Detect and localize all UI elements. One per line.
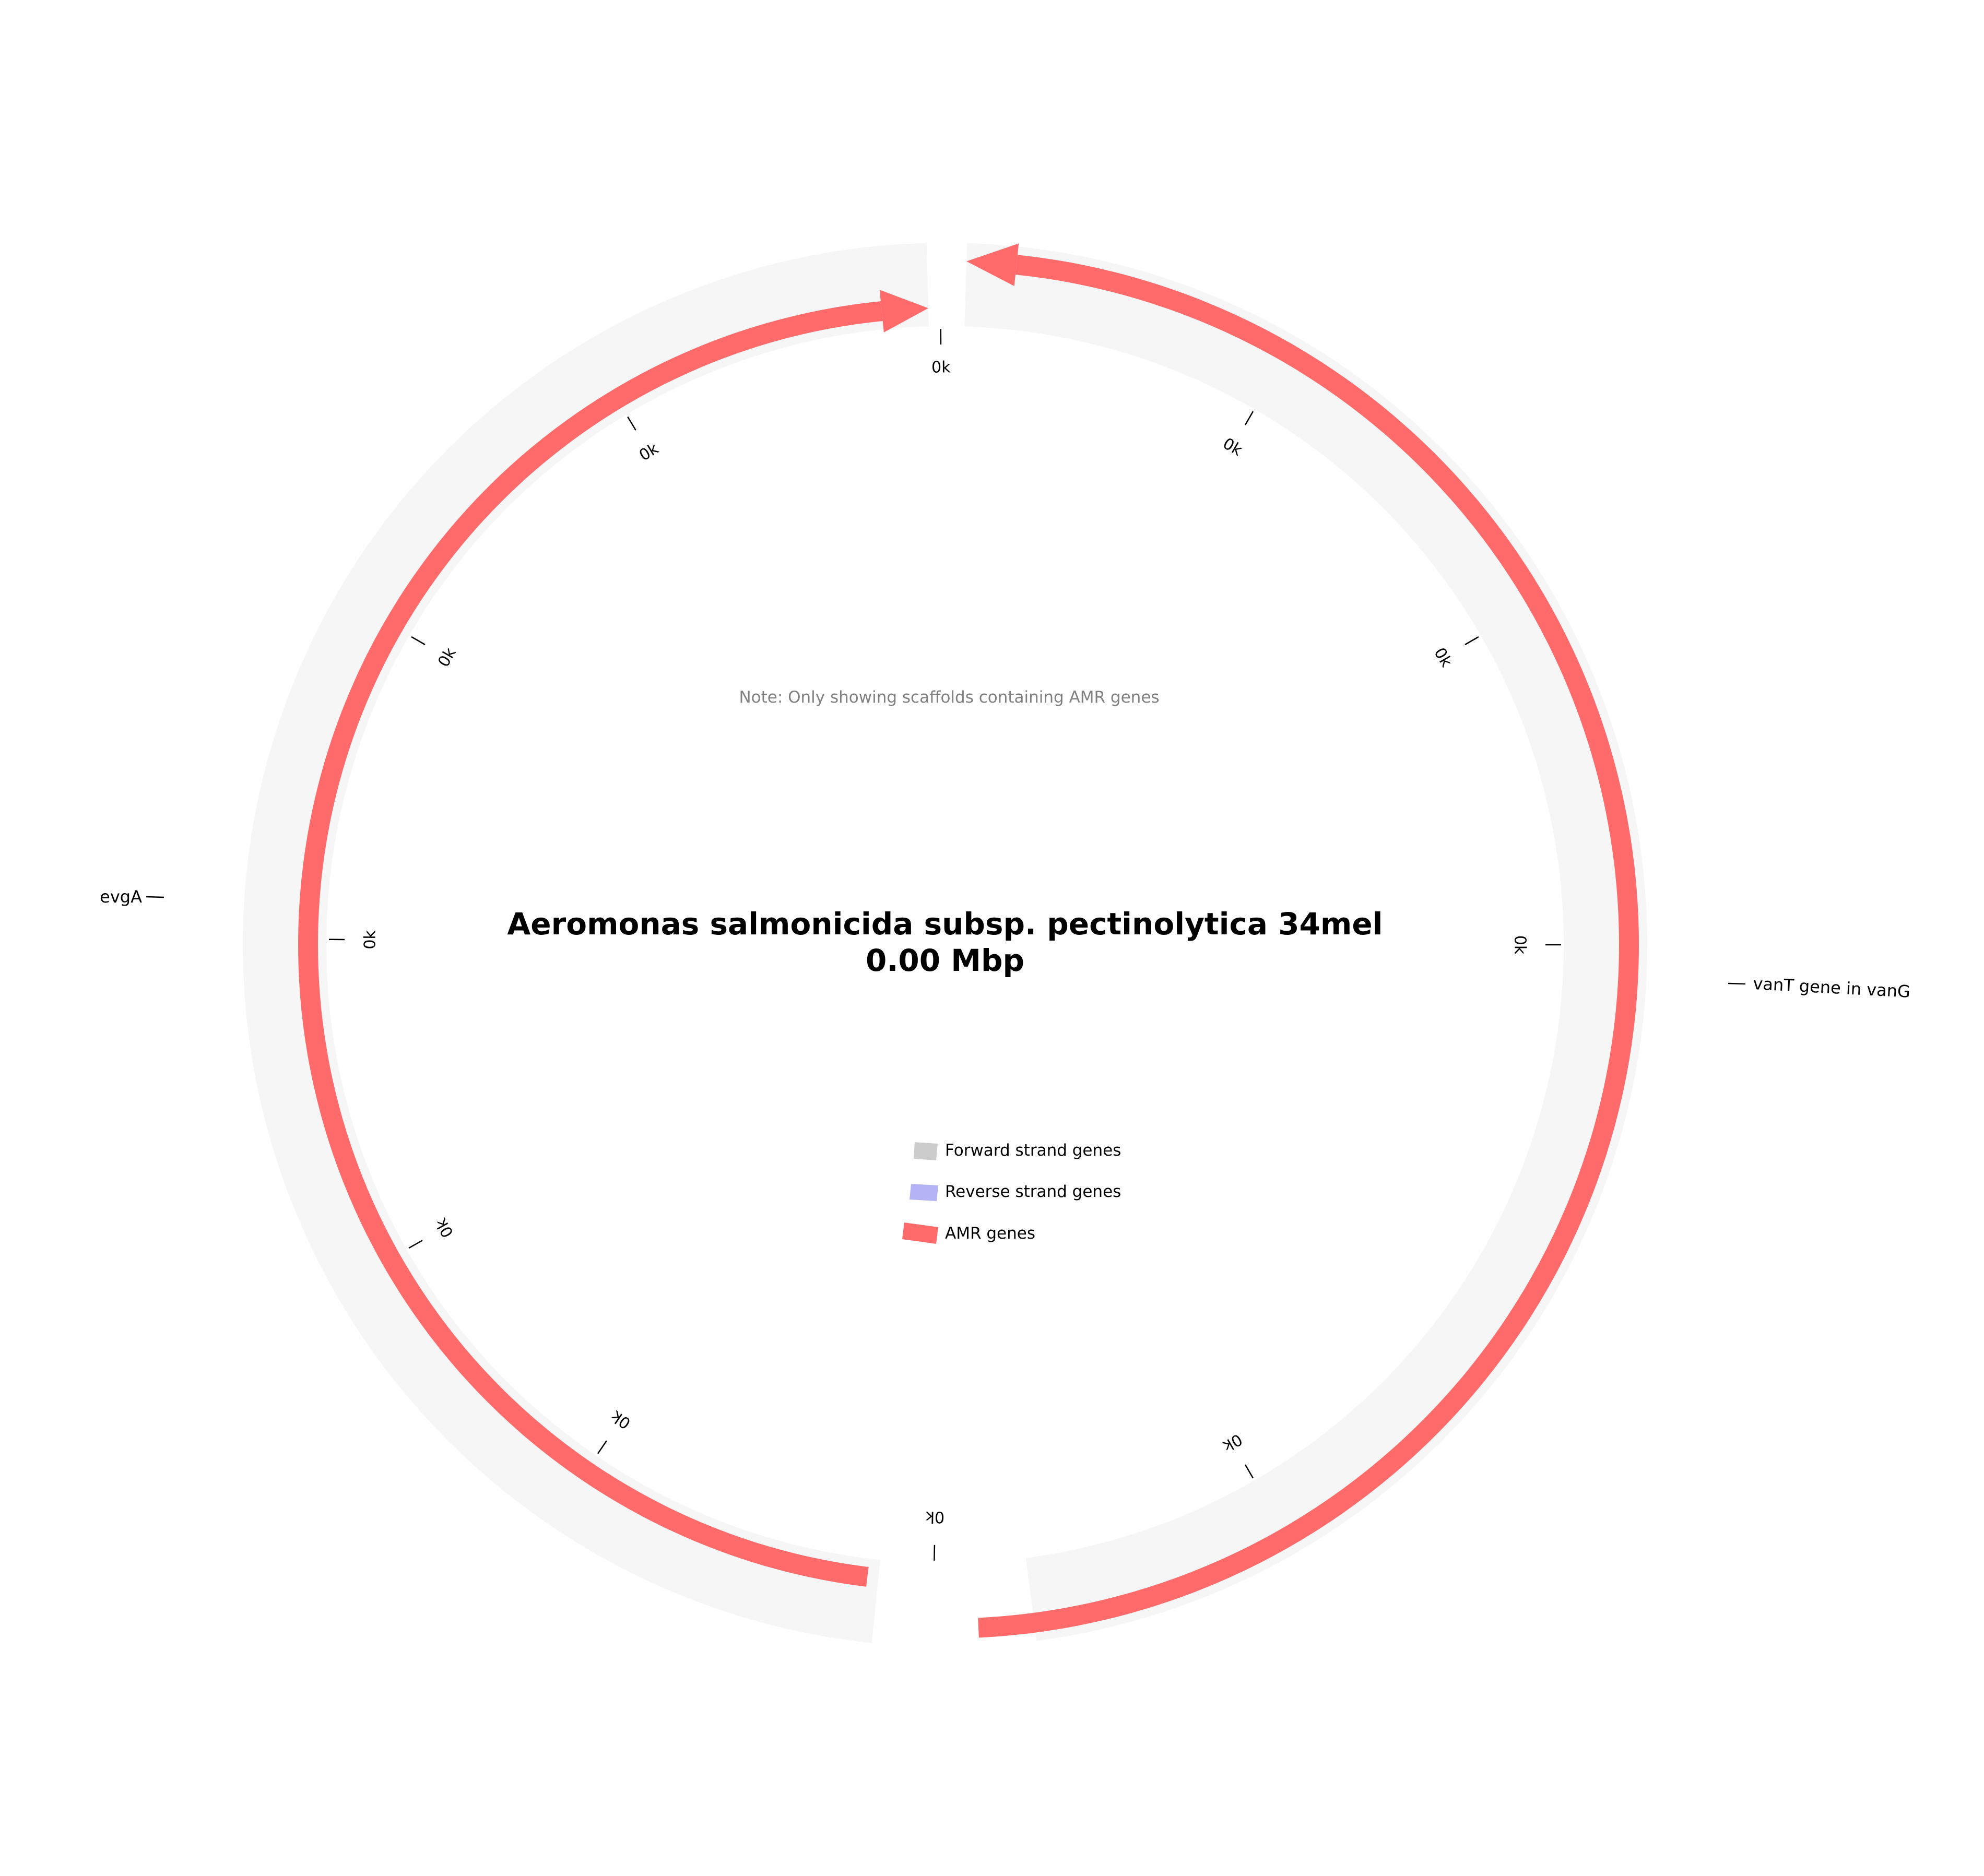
tick: 0k	[411, 636, 460, 670]
tick: 0k	[931, 329, 951, 377]
tick: 0k	[329, 930, 380, 949]
gene-label-vant: vanT gene in vanG	[1728, 973, 1911, 1002]
gene-label-text: vanT gene in vanG	[1753, 973, 1911, 1002]
genome-title: Aeromonas salmonicida subsp. pectinolyti…	[507, 906, 1383, 942]
tick-label: 0k	[1220, 434, 1246, 460]
amr-arc-evga	[298, 290, 929, 1587]
tick: 0k	[627, 416, 662, 465]
tick-label: 0k	[608, 1406, 634, 1432]
legend: Forward strand genes Reverse strand gene…	[902, 1141, 1121, 1244]
tick: 0k	[925, 1507, 945, 1561]
legend-swatch-reverse	[910, 1184, 938, 1201]
tick-label: 0k	[1511, 935, 1529, 955]
tick: 0k	[1511, 935, 1561, 955]
amr-gene-arcs	[298, 243, 1639, 1638]
tick-label: 0k	[361, 930, 379, 949]
tick: 0k	[1219, 1430, 1254, 1479]
tick-label: 0k	[1219, 1430, 1245, 1455]
gene-label-text: evgA	[100, 887, 142, 907]
tick-label: 0k	[434, 644, 460, 670]
legend-swatch-forward	[914, 1142, 938, 1160]
scaffold-1	[964, 243, 1648, 1641]
tick-label: 0k	[432, 1215, 457, 1241]
tick: 0k	[597, 1406, 634, 1454]
tick-label: 0k	[636, 440, 662, 465]
tick-label: 0k	[931, 358, 951, 376]
tick-label: 0k	[1430, 645, 1456, 671]
genome-size: 0.00 Mbp	[866, 943, 1024, 978]
legend-label-reverse: Reverse strand genes	[945, 1182, 1121, 1201]
tick: 0k	[1220, 411, 1254, 460]
tick: 0k	[408, 1215, 457, 1249]
amr-arc-vant	[966, 243, 1639, 1638]
legend-label-amr: AMR genes	[945, 1224, 1035, 1243]
legend-swatch-amr	[902, 1222, 938, 1244]
scaffold-2	[243, 243, 929, 1643]
gene-label-evga: evgA	[100, 887, 164, 907]
tick-label: 0k	[925, 1507, 945, 1526]
tick: 0k	[1430, 636, 1479, 671]
legend-label-forward: Forward strand genes	[945, 1141, 1121, 1160]
note-text: Note: Only showing scaffolds containing …	[739, 688, 1159, 707]
